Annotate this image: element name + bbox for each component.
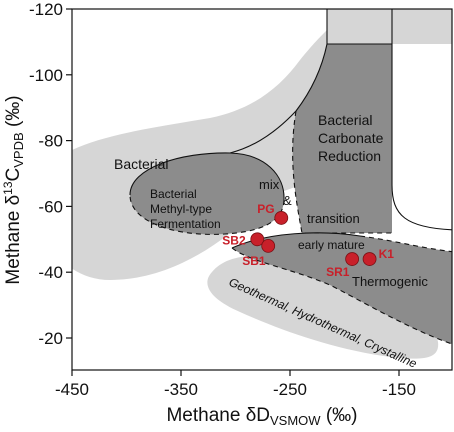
y-tick-label: -80: [38, 132, 63, 151]
data-point-label-sr1: SR1: [326, 265, 350, 279]
label-early-mature: early mature: [298, 238, 365, 252]
plot-frame: [71, 8, 453, 371]
data-point-label-sb2: SB2: [222, 233, 246, 247]
data-point-k1: [362, 252, 377, 266]
carbonate-region: [292, 44, 392, 233]
plot-area: [72, 9, 452, 359]
boundary-dashed-2: [292, 110, 392, 234]
boundary-solid-1: [129, 152, 285, 201]
label-thermogenic: Thermogenic: [352, 274, 428, 289]
y-tick-label: -20: [38, 329, 63, 348]
y-axis-title-main: Methane δ: [3, 195, 24, 285]
label-methyl-3: Fermentation: [150, 217, 221, 231]
y-axis-ticks: -120 -100 -80 -60 -40 -20: [29, 0, 72, 348]
data-point-sb2: [250, 232, 265, 247]
y-tick-label: -40: [38, 263, 63, 282]
methyl-region: [130, 152, 285, 235]
y-axis-title-sub: VPDB: [11, 132, 26, 167]
data-point-label-k1: K1: [379, 247, 395, 261]
label-transition: transition: [307, 211, 360, 226]
boundary-dashed-3: [231, 247, 452, 345]
y-tick-label: -120: [29, 0, 63, 19]
y-tick-label: -60: [38, 197, 63, 216]
y-axis-title-sup: 13: [1, 181, 15, 195]
y-axis-title-mid: C: [3, 168, 24, 182]
data-points: PG SB2 SB1 SR1 K1: [222, 202, 394, 279]
data-point-pg: [274, 211, 289, 225]
region-boundaries: [129, 9, 452, 249]
y-tick-label: -100: [29, 66, 63, 85]
thermogenic-region: [232, 232, 452, 344]
label-carbonate-2: Carbonate: [318, 130, 384, 146]
data-point-label-sb1: SB1: [242, 254, 266, 268]
x-tick-label: -250: [273, 380, 307, 399]
data-point-label-pg: PG: [257, 202, 274, 216]
x-tick-label: -450: [55, 380, 89, 399]
label-mix: mix: [259, 177, 280, 192]
label-bacterial: Bacterial: [114, 156, 168, 172]
x-axis-title-main: Methane δD: [166, 405, 270, 426]
y-axis-title: Methane δ13CVPDB (‰): [1, 95, 26, 284]
x-tick-label: -150: [382, 380, 416, 399]
boundary-solid-2: [229, 9, 328, 154]
data-point-sr1: [345, 252, 360, 266]
label-methyl-1: Bacterial: [150, 187, 197, 201]
boundary-solid-4: [231, 232, 361, 249]
label-carbonate-1: Bacterial: [318, 112, 372, 128]
boundary-solid-3: [391, 9, 452, 231]
y-axis-title-unit: (‰): [3, 95, 24, 132]
x-tick-label: -350: [164, 380, 198, 399]
boundary-dashed-4: [359, 235, 452, 253]
x-axis-title: Methane δDVSMOW (‰): [166, 405, 357, 428]
label-carbonate-3: Reduction: [318, 148, 381, 164]
x-axis-title-sub: VSMOW: [270, 413, 321, 428]
label-amp: &: [283, 193, 292, 208]
label-methyl-2: Methyl-type: [150, 202, 212, 216]
x-axis-ticks: -450 -350 -250 -150: [55, 370, 416, 399]
geothermal-region: [207, 255, 439, 359]
x-axis-title-unit: (‰): [321, 405, 358, 426]
data-point-sb1: [261, 238, 276, 253]
